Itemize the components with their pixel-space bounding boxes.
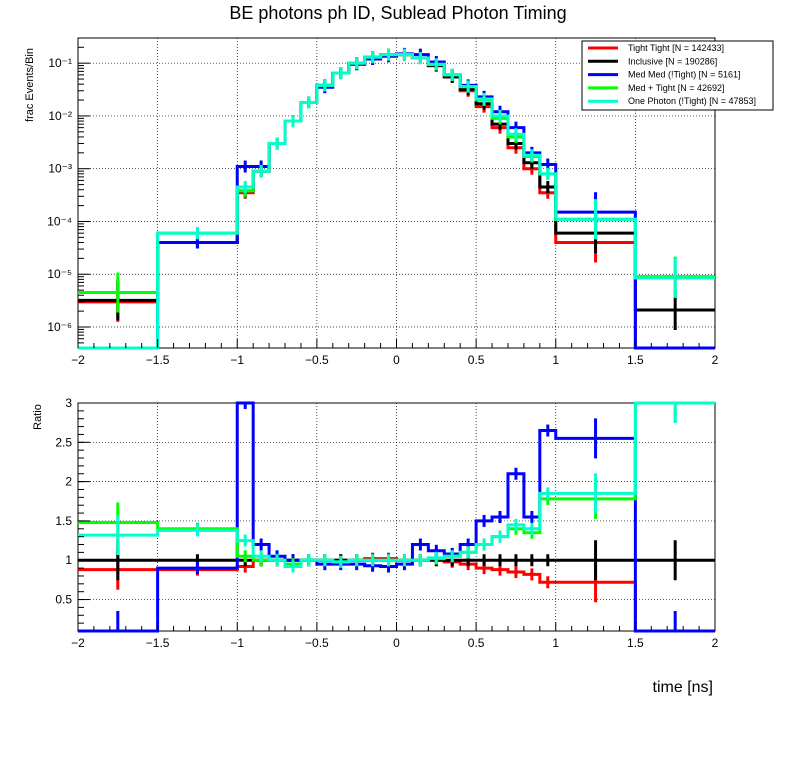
y-tick-label: 10⁻⁴ <box>47 214 72 228</box>
legend-label: Med + Tight [N = 42692] <box>628 83 725 93</box>
top-series-group <box>78 47 715 350</box>
x-tick-label: −1 <box>230 636 244 650</box>
bottom-x-ticks: −2 −1.5 −1 −0.5 0 0.5 1 1.5 2 <box>71 622 719 650</box>
series-line <box>78 401 715 633</box>
legend-label: Med Med (!Tight) [N = 5161] <box>628 70 740 80</box>
y-tick-label: 10⁻² <box>48 109 72 123</box>
x-tick-label: −1 <box>230 353 244 367</box>
x-tick-label: −2 <box>71 353 85 367</box>
x-tick-label: 1 <box>552 636 559 650</box>
y-tick-label: 10⁻⁵ <box>47 267 72 281</box>
x-tick-label: −2 <box>71 636 85 650</box>
y-tick-label: 10⁻¹ <box>48 56 72 70</box>
x-tick-label: −1.5 <box>146 353 170 367</box>
chart-title: BE photons ph ID, Sublead Photon Timing <box>229 3 566 23</box>
y-tick-label: 0.5 <box>55 593 72 607</box>
y-tick-label: 2 <box>65 475 72 489</box>
series-line <box>78 53 715 350</box>
x-tick-label: 1.5 <box>627 636 644 650</box>
legend-label: Inclusive [N = 190286] <box>628 56 717 66</box>
legend: Tight Tight [N = 142433] Inclusive [N = 1… <box>581 40 774 111</box>
x-tick-label: 1.5 <box>627 353 644 367</box>
y-tick-label: 10⁻⁶ <box>47 320 72 334</box>
x-tick-label: −0.5 <box>305 636 329 650</box>
bottom-series-group <box>78 401 715 633</box>
top-panel: −2 −1.5 −1 −0.5 0 0.5 1 1.5 2 10⁻⁶10⁻⁵10⁻⁴10⁻³10… <box>24 37 719 367</box>
y-tick-label: 2.5 <box>55 435 72 449</box>
x-tick-label: 0 <box>393 353 400 367</box>
bottom-y-ticks: 0.5 1 1.5 2 2.5 3 <box>55 396 90 624</box>
y-tick-label: 1 <box>65 553 72 567</box>
legend-label: Tight Tight [N = 142433] <box>628 43 724 53</box>
x-tick-label: 2 <box>712 353 719 367</box>
x-tick-label: 2 <box>712 636 719 650</box>
bottom-panel: −2 −1.5 −1 −0.5 0 0.5 1 1.5 2 0.5 1 1.5 2 2.5 3 Ratio… <box>32 396 719 696</box>
y-tick-label: 10⁻³ <box>48 162 72 176</box>
bottom-y-axis-label: Ratio <box>32 404 44 430</box>
top-y-axis-label: frac Events/Bin <box>24 48 36 122</box>
x-tick-label: 0 <box>393 636 400 650</box>
y-tick-label: 1.5 <box>55 514 72 528</box>
x-tick-label: 1 <box>552 353 559 367</box>
top-y-ticks: 10⁻⁶ 10⁻⁵ 10⁻⁴ 10⁻³ 10⁻² 10⁻¹ <box>47 46 90 344</box>
x-tick-label: −1.5 <box>146 636 170 650</box>
top-x-ticks: −2 −1.5 −1 −0.5 0 0.5 1 1.5 2 <box>71 339 719 367</box>
legend-label: One Photon (!Tight) [N = 47853] <box>628 96 756 106</box>
x-tick-label: 0.5 <box>468 636 485 650</box>
x-tick-label: −0.5 <box>305 353 329 367</box>
y-tick-label: 3 <box>65 396 72 410</box>
x-tick-label: 0.5 <box>468 353 485 367</box>
x-axis-label: time [ns] <box>653 679 713 696</box>
